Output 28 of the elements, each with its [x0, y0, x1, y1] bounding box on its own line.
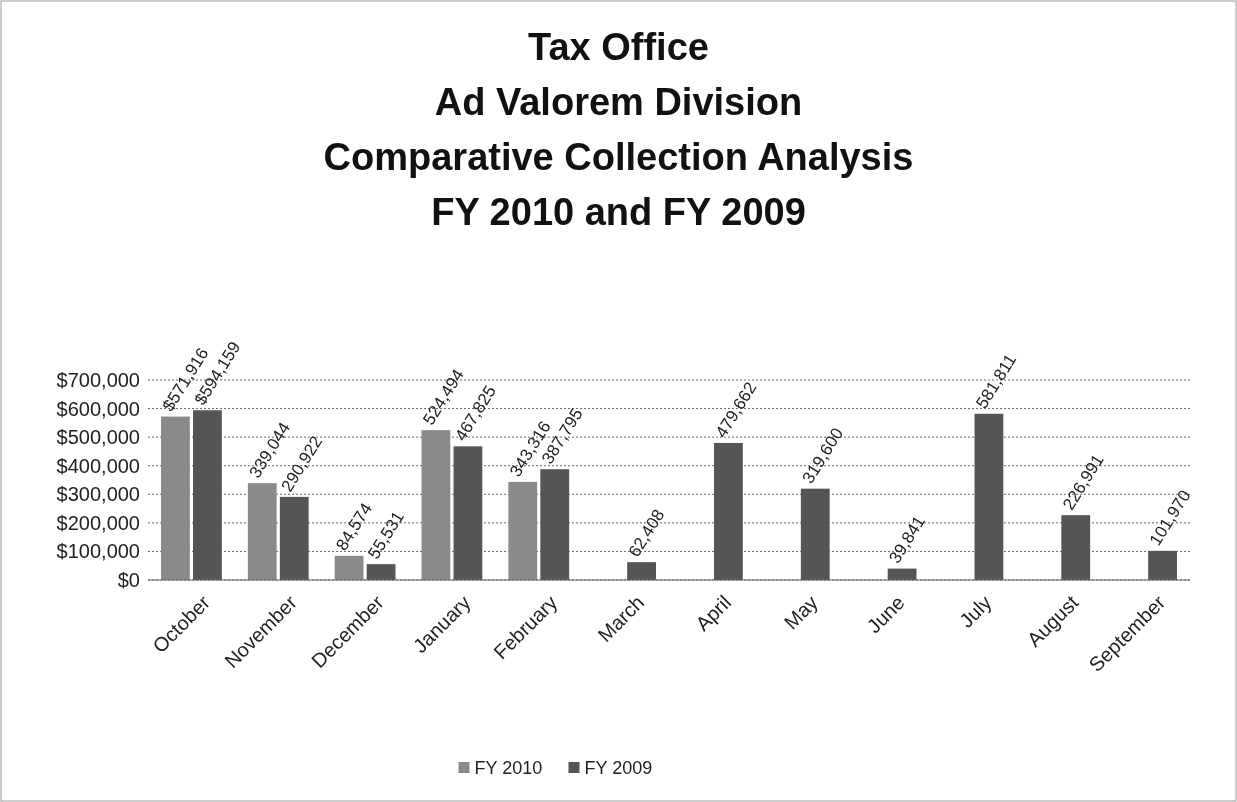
bar [366, 564, 396, 580]
bar [193, 410, 222, 580]
y-tick-label: $600,000 [56, 397, 140, 420]
bar [508, 481, 538, 580]
bar [453, 446, 483, 580]
bar [1061, 515, 1091, 580]
x-tick-label: July [954, 591, 996, 632]
bar [627, 562, 656, 580]
bar [714, 442, 743, 580]
y-tick-label: $0 [117, 569, 140, 591]
legend-label: FY 2010 [474, 758, 543, 779]
y-tick-label: $400,000 [56, 454, 140, 477]
bar [279, 496, 309, 580]
bar [974, 413, 1004, 580]
bar [247, 483, 277, 580]
x-tick-label: May [779, 591, 822, 634]
y-tick-label: $500,000 [56, 426, 140, 449]
bar [800, 488, 830, 580]
bar [334, 555, 364, 580]
y-tick-label: $200,000 [56, 511, 140, 534]
legend-label: FY 2009 [584, 758, 653, 779]
y-tick-label: $100,000 [56, 540, 140, 563]
y-tick-label: $300,000 [56, 483, 140, 506]
chart-title: Tax Office Ad Valorem Division Comparative Collection Analysis FY 2010 and FY 2009 [323, 26, 914, 233]
bar [421, 430, 451, 580]
bar [1148, 550, 1177, 580]
y-tick-label: $700,000 [56, 369, 140, 391]
bar [161, 416, 190, 580]
